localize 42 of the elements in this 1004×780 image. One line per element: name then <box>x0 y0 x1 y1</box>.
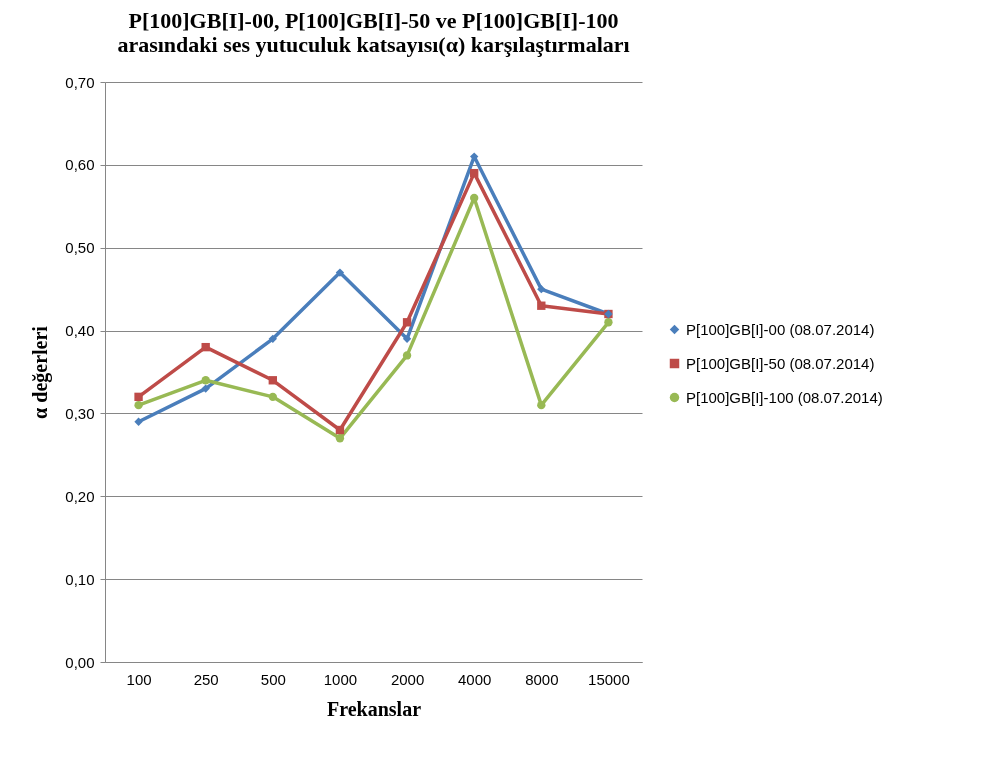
y-tick-label: 0,70 <box>65 73 95 91</box>
x-tick-label: 2000 <box>390 670 425 688</box>
y-tick-label: 0,60 <box>65 156 95 174</box>
point <box>402 334 412 344</box>
x-tick-label: 100 <box>126 670 152 688</box>
y-axis-title: α değerleri <box>29 325 53 419</box>
point <box>335 434 345 443</box>
point <box>201 376 210 385</box>
y-tick-label: 0,20 <box>65 487 95 505</box>
y-tick-label: 0,40 <box>65 322 95 340</box>
point <box>134 392 143 402</box>
point <box>268 334 277 344</box>
legend-label: P[100]GB[I]-50 (08.07.2014) <box>686 354 875 372</box>
point <box>335 268 345 277</box>
x-tick-label: 250 <box>193 670 219 688</box>
point <box>537 284 546 294</box>
x-axis-title: Frekanslar <box>326 697 422 720</box>
point <box>604 318 613 327</box>
point <box>134 400 143 410</box>
y-tick-label: 0,00 <box>65 653 95 671</box>
x-tick-label: 500 <box>260 670 286 688</box>
point <box>201 384 210 393</box>
point <box>470 168 479 178</box>
y-tick-label: 0,50 <box>65 239 95 257</box>
point <box>268 392 277 402</box>
point <box>402 318 412 327</box>
point <box>134 417 143 426</box>
legend-label: P[100]GB[I]-100 (08.07.2014) <box>686 388 883 406</box>
x-tick-label: 8000 <box>525 670 559 688</box>
point <box>537 400 546 410</box>
point <box>201 342 210 352</box>
x-tick-label: 15000 <box>588 670 630 688</box>
point <box>402 351 412 360</box>
y-tick-label: 0,10 <box>65 570 95 588</box>
point <box>537 301 546 310</box>
legend-label: P[100]GB[I]-00 (08.07.2014) <box>686 320 875 338</box>
chart-title: P[100]GB[I]-00, P[100]GB[I]-50 ve P[100]GB[I]-100 arasındaki ses yutuculuk katsayısı(α) karşılaştırmaları <box>117 8 630 57</box>
y-tick-label: 0,30 <box>65 404 95 422</box>
x-tick-label: 4000 <box>458 670 492 688</box>
point <box>335 425 345 435</box>
x-tick-label: 1000 <box>323 670 358 688</box>
point <box>268 376 277 385</box>
